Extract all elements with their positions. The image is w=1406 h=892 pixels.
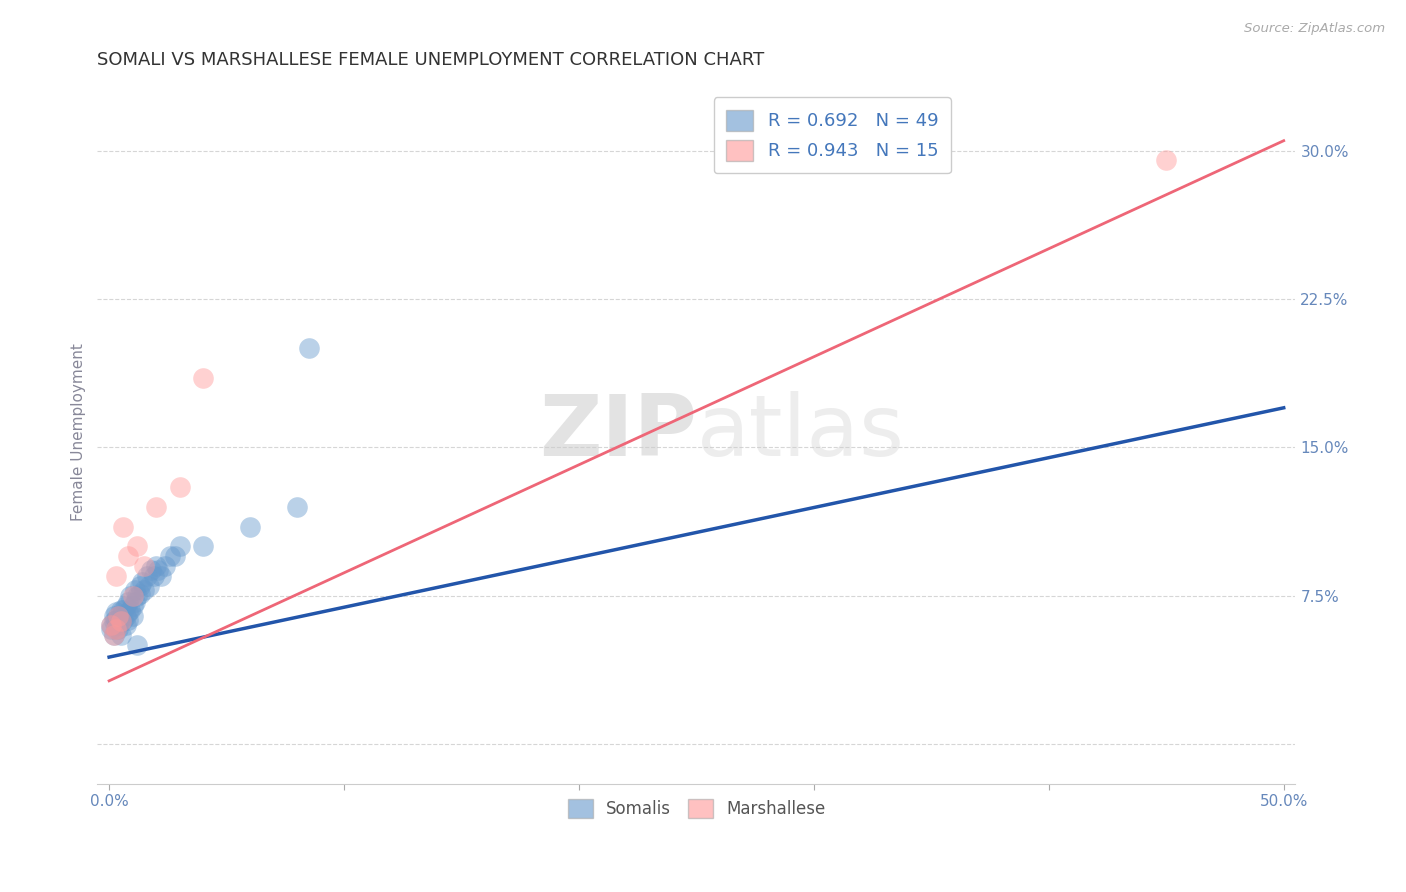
- Point: [285, 500, 308, 514]
- Point: [128, 579, 150, 593]
- Point: [105, 623, 128, 637]
- Point: [117, 549, 139, 564]
- Point: [134, 582, 156, 597]
- Point: [110, 602, 132, 616]
- Point: [163, 549, 186, 564]
- Point: [1154, 153, 1177, 168]
- Point: [105, 605, 128, 619]
- Text: SOMALI VS MARSHALLESE FEMALE UNEMPLOYMENT CORRELATION CHART: SOMALI VS MARSHALLESE FEMALE UNEMPLOYMEN…: [97, 51, 765, 69]
- Point: [103, 615, 125, 629]
- Point: [134, 559, 156, 574]
- Point: [103, 628, 125, 642]
- Point: [142, 569, 165, 583]
- Legend: Somalis, Marshallese: Somalis, Marshallese: [561, 792, 832, 824]
- Point: [155, 559, 177, 574]
- Point: [103, 628, 125, 642]
- Text: ZIP: ZIP: [538, 391, 696, 474]
- Point: [128, 587, 150, 601]
- Point: [114, 618, 136, 632]
- Point: [114, 599, 136, 613]
- Point: [100, 618, 122, 632]
- Point: [107, 608, 129, 623]
- Y-axis label: Female Unemployment: Female Unemployment: [72, 343, 86, 522]
- Point: [107, 618, 129, 632]
- Point: [117, 613, 139, 627]
- Point: [121, 589, 143, 603]
- Point: [110, 615, 132, 629]
- Point: [117, 595, 139, 609]
- Point: [298, 342, 321, 356]
- Point: [169, 480, 191, 494]
- Point: [135, 569, 157, 583]
- Point: [191, 371, 214, 385]
- Point: [121, 608, 143, 623]
- Point: [107, 623, 129, 637]
- Point: [112, 602, 135, 616]
- Point: [127, 638, 149, 652]
- Point: [110, 628, 132, 642]
- Point: [159, 549, 181, 564]
- Point: [191, 539, 214, 553]
- Point: [239, 519, 262, 533]
- Point: [105, 623, 128, 637]
- Text: atlas: atlas: [696, 391, 904, 474]
- Point: [114, 608, 136, 623]
- Point: [141, 563, 163, 577]
- Point: [100, 623, 122, 637]
- Point: [105, 569, 128, 583]
- Point: [127, 589, 149, 603]
- Point: [112, 519, 135, 533]
- Text: Source: ZipAtlas.com: Source: ZipAtlas.com: [1244, 22, 1385, 36]
- Point: [103, 608, 125, 623]
- Point: [145, 500, 167, 514]
- Point: [127, 539, 149, 553]
- Point: [169, 539, 191, 553]
- Point: [117, 605, 139, 619]
- Point: [120, 589, 142, 603]
- Point: [138, 579, 160, 593]
- Point: [121, 599, 143, 613]
- Point: [112, 613, 135, 627]
- Point: [148, 563, 170, 577]
- Point: [120, 602, 142, 616]
- Point: [100, 618, 122, 632]
- Point: [105, 613, 128, 627]
- Point: [145, 559, 167, 574]
- Point: [110, 615, 132, 629]
- Point: [124, 582, 146, 597]
- Point: [131, 574, 153, 589]
- Point: [124, 595, 146, 609]
- Point: [149, 569, 172, 583]
- Point: [107, 608, 129, 623]
